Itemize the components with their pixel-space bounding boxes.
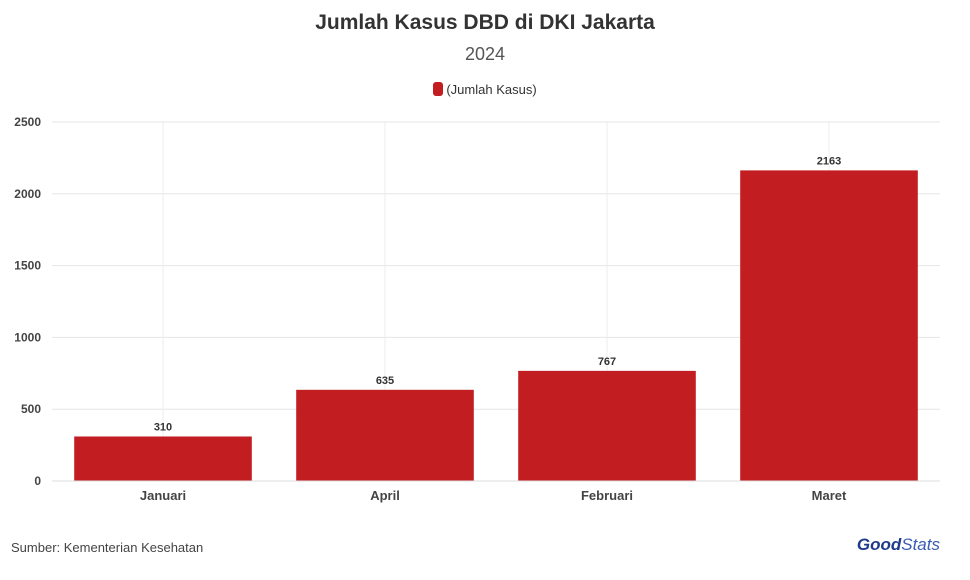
y-tick-label: 1500 [14, 259, 41, 273]
brand-logo: GoodStats [857, 535, 940, 555]
bar [296, 389, 474, 481]
chart-title: Jumlah Kasus DBD di DKI Jakarta [315, 11, 655, 34]
bar [740, 170, 918, 482]
x-tick-label: April [370, 488, 400, 503]
y-tick-label: 1000 [14, 330, 41, 344]
x-tick-label: Januari [140, 488, 186, 503]
data-label: 767 [598, 356, 616, 368]
y-tick-label: 0 [34, 474, 41, 488]
brand-logo-part2: Stats [901, 535, 940, 554]
bar [74, 436, 252, 481]
chart-subtitle: 2024 [464, 44, 506, 64]
x-tick-label: Maret [812, 488, 847, 503]
data-label: 310 [154, 421, 172, 433]
data-label: 635 [376, 375, 394, 387]
x-tick-label: Februari [581, 488, 633, 503]
y-tick-label: 2500 [14, 115, 41, 129]
legend-label: (Jumlah Kasus) [446, 82, 537, 97]
brand-logo-part1: Good [856, 535, 902, 554]
y-tick-label: 500 [21, 402, 41, 416]
source-note: Sumber: Kementerian Kesehatan [11, 540, 204, 555]
y-tick-label: 2000 [14, 187, 41, 201]
legend-swatch [433, 82, 444, 96]
data-label: 2163 [817, 155, 841, 167]
bar [518, 370, 696, 481]
legend: (Jumlah Kasus) [0, 82, 970, 97]
